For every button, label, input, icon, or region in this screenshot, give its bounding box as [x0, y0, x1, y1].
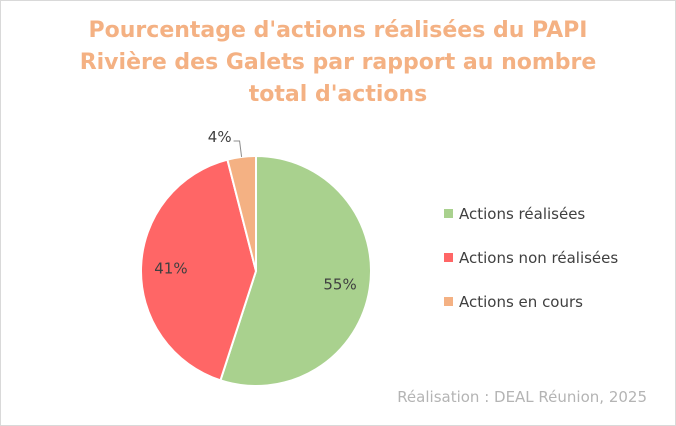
data-label-en-cours: 4% [208, 128, 232, 146]
legend-swatch-realisees [444, 209, 453, 218]
pie-slice-realisees [219, 154, 372, 387]
legend-label-realisees: Actions réalisées [459, 204, 586, 223]
legend-swatch-en-cours [444, 297, 453, 306]
chart-title: Pourcentage d'actions réalisées du PAPI … [21, 15, 655, 111]
legend-swatch-non-realisees [444, 253, 453, 262]
pie-slice-non-realisees [140, 158, 258, 382]
data-label-non-realisees: 41% [154, 259, 187, 277]
legend-label-non-realisees: Actions non réalisées [459, 248, 619, 267]
legend: Actions réalisées Actions non réalisées … [444, 203, 618, 335]
pie-slice-en-cours [226, 154, 257, 272]
leader-line-en-cours [233, 140, 243, 157]
credit-note: Réalisation : DEAL Réunion, 2025 [397, 388, 647, 406]
chart-title-line-3: total d'actions [248, 82, 428, 107]
legend-item-realisees: Actions réalisées [444, 203, 618, 224]
legend-item-en-cours: Actions en cours [444, 291, 618, 312]
legend-label-en-cours: Actions en cours [459, 292, 583, 311]
chart-title-line-2: Rivière des Galets par rapport au nombre [79, 50, 597, 75]
chart-title-line-1: Pourcentage d'actions réalisées du PAPI [88, 18, 588, 43]
legend-item-non-realisees: Actions non réalisées [444, 247, 618, 268]
data-label-realisees: 55% [323, 275, 356, 293]
